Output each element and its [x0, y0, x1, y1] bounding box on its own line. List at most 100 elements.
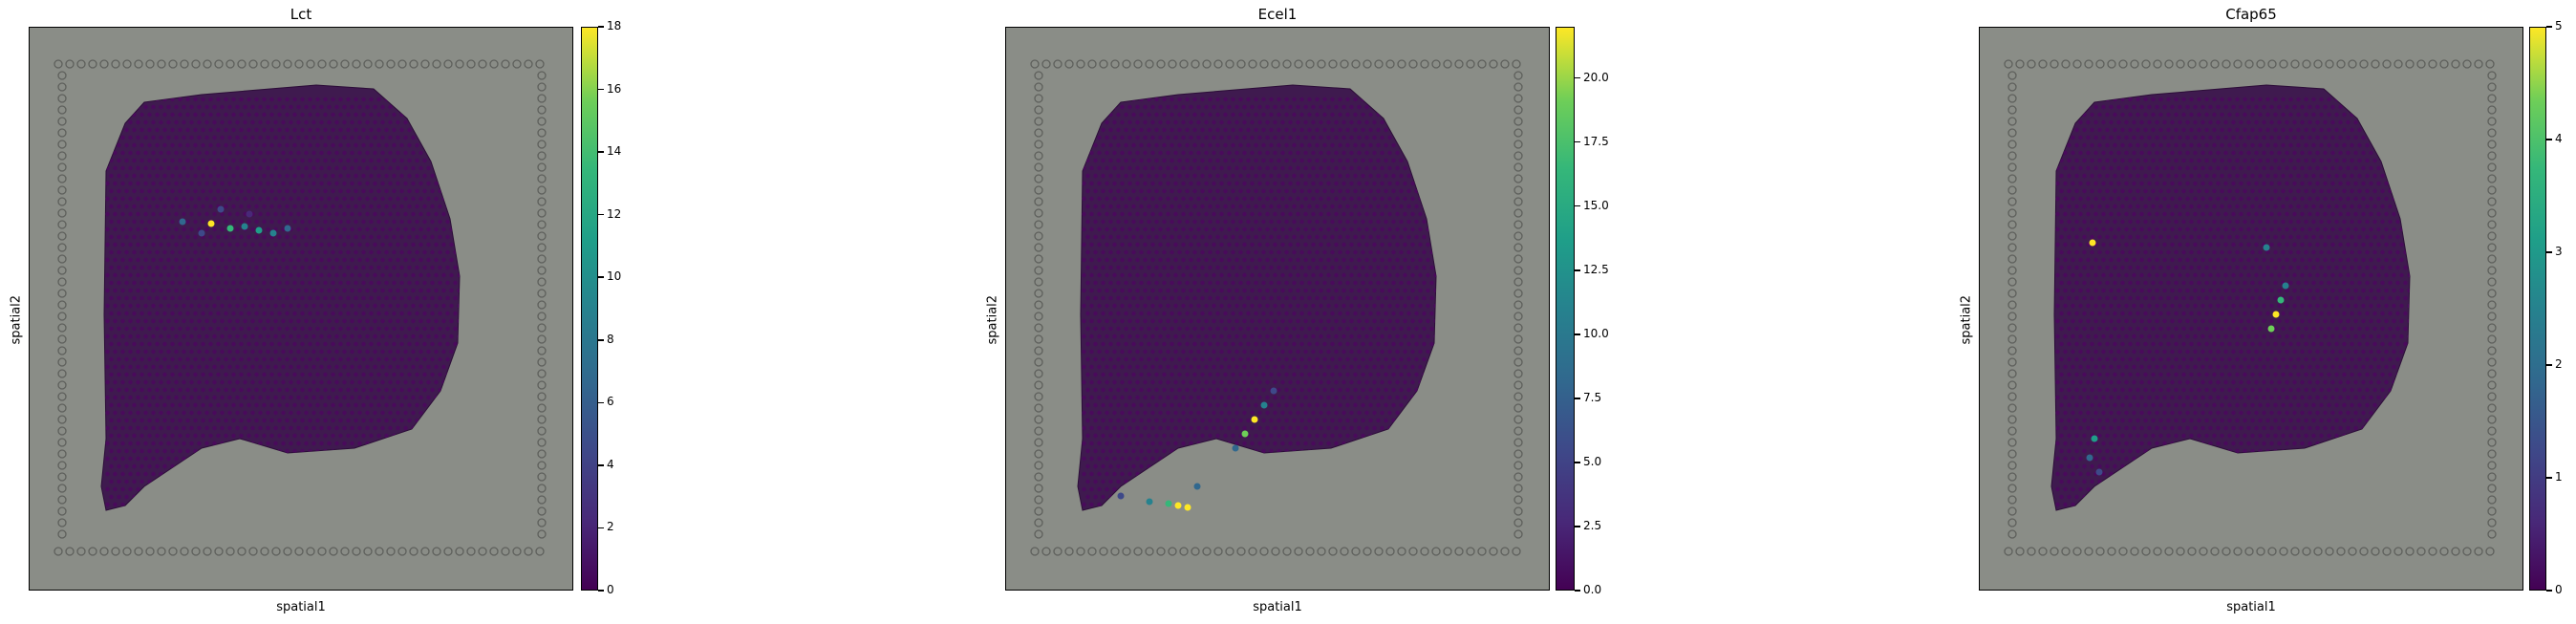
fiducial-spots — [54, 59, 547, 556]
colorbar-tick-label: 6 — [607, 395, 614, 409]
expression-hotspot — [2267, 325, 2275, 333]
y-axis-label: spatial2 — [1959, 294, 1974, 345]
colorbar-tick-mark — [2546, 590, 2552, 592]
colorbar-tick-label: 2.5 — [1583, 518, 1602, 532]
expression-hotspot — [241, 223, 248, 230]
colorbar-tick-mark — [1575, 269, 1580, 271]
colorbar-tick-label: 16 — [607, 81, 622, 96]
colorbar-tick-label: 2 — [2555, 357, 2563, 371]
expression-hotspot — [1184, 504, 1191, 511]
tissue-image-ecel1 — [1030, 59, 1523, 556]
expression-hotspot — [2086, 454, 2093, 462]
expression-hotspot — [2277, 296, 2285, 304]
colorbar — [1556, 27, 1575, 591]
expression-hotspot — [269, 229, 277, 237]
colorbar-tick-mark — [598, 26, 604, 28]
expression-hotspot — [2089, 239, 2096, 247]
expression-hotspot — [226, 225, 234, 232]
panel-lct: Lct spatial2 spatial1 0 2 4 6 8 10 12 14 16 18 — [0, 0, 858, 624]
colorbar-tick-mark — [598, 213, 604, 216]
colorbar-tick-mark — [2546, 364, 2552, 366]
colorbar-tick-label: 12.5 — [1583, 262, 1609, 276]
colorbar-tick-mark — [1575, 140, 1580, 143]
colorbar-tick-label: 0 — [607, 583, 614, 596]
panel-title: Cfap65 — [2225, 6, 2277, 23]
colorbar-tick-label: 14 — [607, 144, 622, 159]
colorbar-tick-mark — [598, 527, 604, 529]
fiducial-spots — [2004, 59, 2497, 556]
expression-hotspot — [1270, 387, 1277, 395]
expression-hotspot — [207, 220, 215, 227]
expression-hotspot — [217, 205, 225, 213]
x-axis-label: spatial1 — [2226, 600, 2276, 614]
panel-cfap65: Cfap65 spatial2 spatial1 0 1 2 3 4 5 — [1949, 0, 2576, 624]
colorbar-tick-mark — [1575, 334, 1580, 335]
colorbar-tick-mark — [1575, 590, 1580, 592]
colorbar-tick-mark — [598, 151, 604, 153]
y-axis-label: spatial2 — [9, 294, 24, 345]
plot-area — [1005, 27, 1550, 591]
tissue-image-lct — [54, 59, 547, 556]
colorbar-tick-label: 17.5 — [1583, 134, 1609, 148]
expression-hotspot — [179, 218, 186, 226]
expression-hotspot — [1251, 416, 1258, 423]
colorbar-tick-mark — [2546, 251, 2552, 253]
colorbar-tick-label: 2 — [607, 520, 614, 534]
expression-hotspot — [2272, 311, 2280, 318]
panel-ecel1: Ecel1 spatial2 spatial1 0.0 2.5 5.0 7.5 10.0… — [975, 0, 1833, 624]
colorbar-tick-label: 10.0 — [1583, 326, 1609, 340]
expression-hotspot — [1165, 500, 1172, 507]
colorbar-tick-mark — [2546, 477, 2552, 479]
colorbar — [581, 27, 598, 591]
colorbar-tick-label: 3 — [2555, 245, 2563, 258]
expression-hotspot — [1174, 502, 1182, 509]
expression-hotspot — [1117, 492, 1125, 500]
colorbar-tick-label: 20.0 — [1583, 70, 1609, 84]
colorbar-tick-label: 8 — [607, 332, 614, 346]
colorbar-tick-label: 0.0 — [1583, 583, 1602, 596]
colorbar-tick-mark — [1575, 462, 1580, 463]
colorbar-tick-label: 18 — [607, 19, 622, 32]
colorbar-tick-label: 5 — [2555, 19, 2563, 32]
expression-hotspot — [1241, 430, 1249, 438]
expression-hotspot — [255, 226, 263, 234]
expression-hotspot — [1146, 498, 1153, 506]
colorbar-tick-mark — [1575, 76, 1580, 79]
colorbar-tick-mark — [598, 590, 604, 592]
colorbar-tick-label: 1 — [2555, 470, 2563, 484]
colorbar-tick-label: 10 — [607, 269, 622, 284]
fiducial-spots — [1030, 59, 1523, 556]
expression-hotspot — [2282, 282, 2289, 290]
expression-hotspot — [2263, 244, 2270, 251]
expression-hotspot — [198, 229, 205, 237]
expression-hotspot — [1193, 483, 1201, 490]
colorbar-tick-mark — [598, 276, 604, 278]
tissue-image-cfap65 — [2004, 59, 2497, 556]
colorbar-tick-mark — [598, 88, 604, 91]
plot-area — [29, 27, 573, 591]
expression-hotspot — [2091, 435, 2098, 442]
colorbar-tick-mark — [598, 401, 604, 404]
colorbar-tick-label: 7.5 — [1583, 390, 1602, 404]
colorbar-tick-mark — [598, 339, 604, 341]
colorbar-tick-label: 4 — [607, 457, 614, 471]
expression-hotspot — [1232, 444, 1239, 452]
colorbar-tick-mark — [2546, 26, 2552, 28]
colorbar-tick-mark — [2546, 139, 2552, 140]
colorbar-tick-label: 4 — [2555, 132, 2563, 145]
colorbar — [2529, 27, 2546, 591]
colorbar-tick-mark — [1575, 526, 1580, 527]
panel-title: Ecel1 — [1257, 6, 1298, 23]
colorbar-tick-label: 0 — [2555, 583, 2563, 596]
expression-hotspot — [2095, 468, 2103, 476]
x-axis-label: spatial1 — [276, 600, 326, 614]
x-axis-label: spatial1 — [1253, 600, 1302, 614]
colorbar-tick-label: 12 — [607, 206, 622, 221]
colorbar-tick-mark — [1575, 204, 1580, 207]
colorbar-tick-label: 5.0 — [1583, 454, 1602, 468]
colorbar-tick-mark — [598, 464, 604, 466]
expression-hotspot — [1260, 401, 1268, 409]
expression-hotspot — [284, 225, 291, 232]
colorbar-tick-mark — [1575, 398, 1580, 399]
y-axis-label: spatial2 — [985, 294, 1000, 345]
